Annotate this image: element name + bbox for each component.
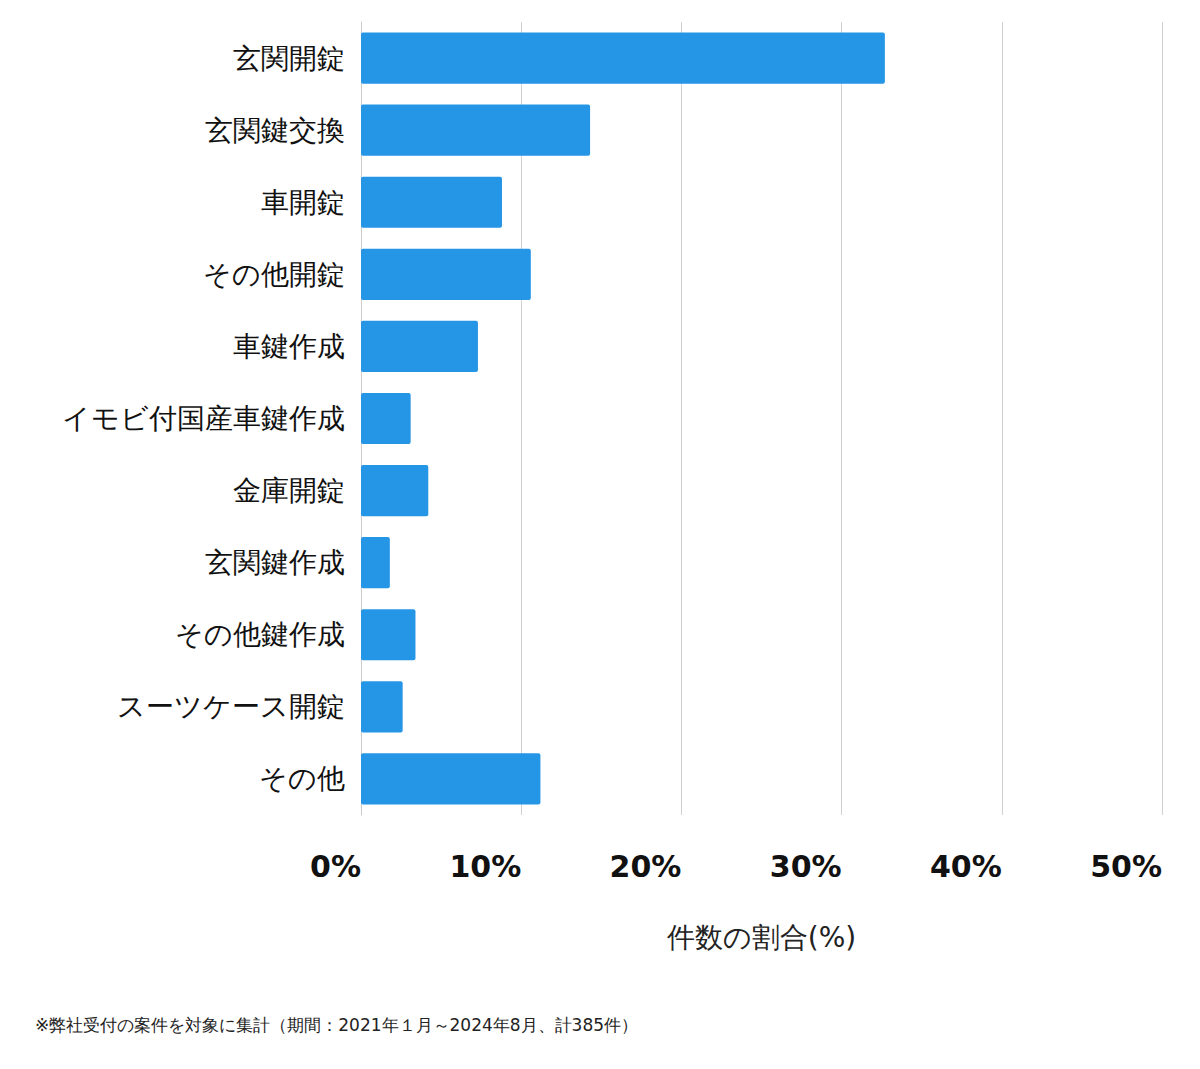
svg-text:50%: 50% bbox=[1090, 849, 1162, 884]
svg-text:スーツケース開錠: スーツケース開錠 bbox=[117, 690, 345, 723]
svg-text:玄関鍵交換: 玄関鍵交換 bbox=[205, 114, 345, 147]
svg-text:その他開錠: その他開錠 bbox=[203, 258, 345, 291]
svg-text:その他鍵作成: その他鍵作成 bbox=[175, 618, 345, 651]
svg-text:その他: その他 bbox=[259, 762, 345, 795]
svg-text:車鍵作成: 車鍵作成 bbox=[233, 330, 345, 363]
svg-text:金庫開錠: 金庫開錠 bbox=[233, 474, 345, 507]
svg-text:玄関鍵作成: 玄関鍵作成 bbox=[205, 546, 345, 579]
svg-text:玄関開錠: 玄関開錠 bbox=[233, 42, 345, 75]
svg-text:30%: 30% bbox=[770, 849, 842, 884]
svg-text:0%: 0% bbox=[310, 849, 361, 884]
svg-text:40%: 40% bbox=[930, 849, 1002, 884]
svg-text:車開錠: 車開錠 bbox=[261, 186, 345, 219]
svg-text:件数の割合(%): 件数の割合(%) bbox=[667, 921, 856, 954]
svg-text:イモビ付国産車鍵作成: イモビ付国産車鍵作成 bbox=[62, 402, 345, 435]
svg-text:20%: 20% bbox=[610, 849, 682, 884]
svg-text:※弊社受付の案件を対象に集計（期間：2021年１月～2024: ※弊社受付の案件を対象に集計（期間：2021年１月～2024年8月、計385件） bbox=[35, 1015, 638, 1035]
svg-text:10%: 10% bbox=[449, 849, 521, 884]
